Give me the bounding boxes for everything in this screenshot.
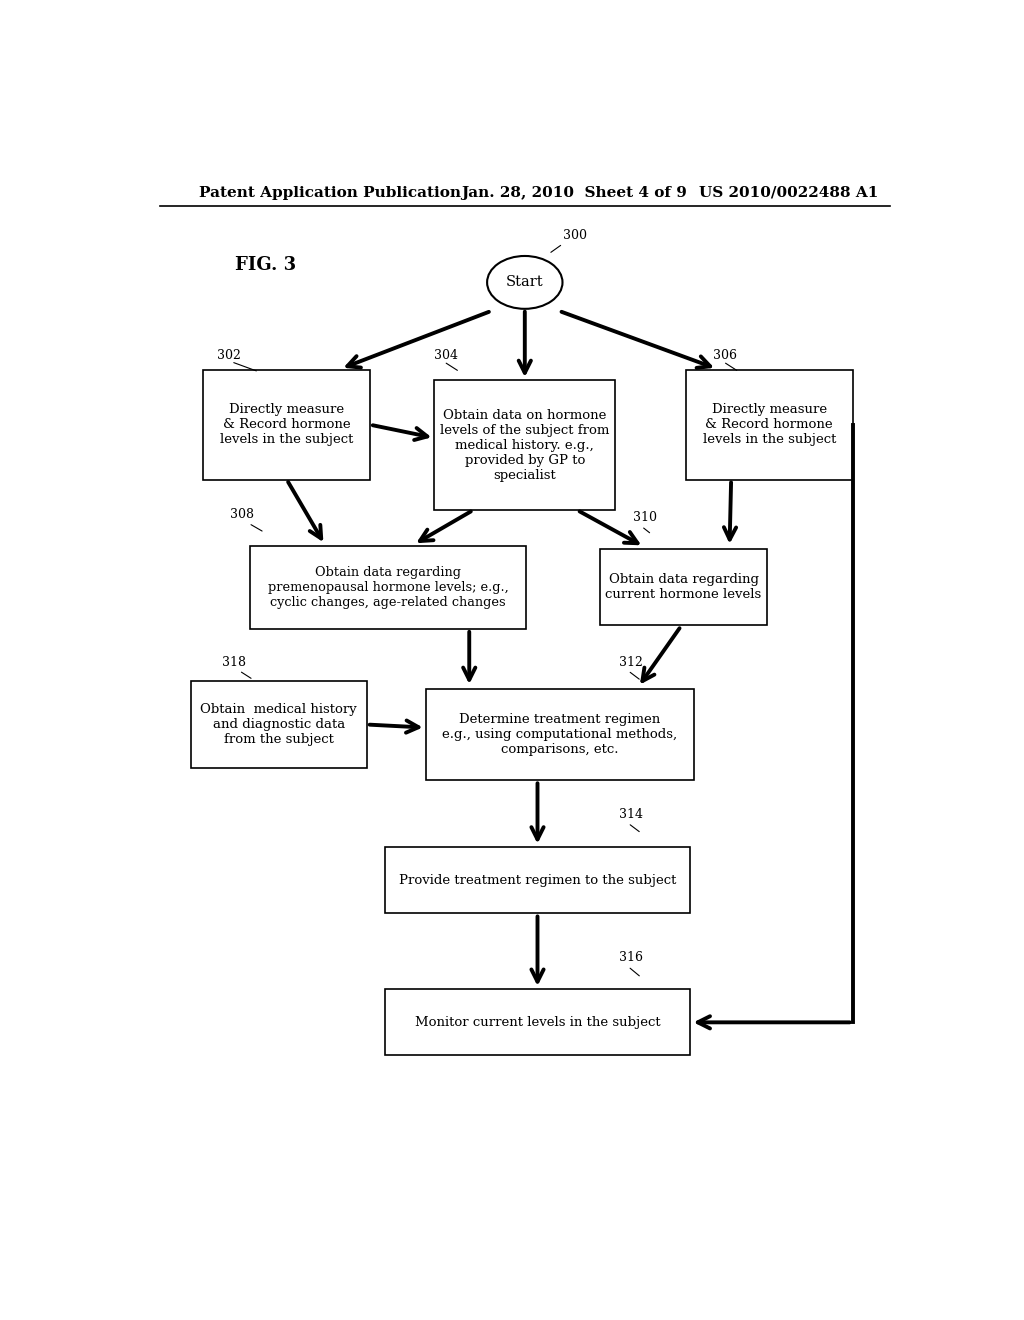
FancyBboxPatch shape xyxy=(686,370,853,479)
Text: Obtain data regarding
premenopausal hormone levels; e.g.,
cyclic changes, age-re: Obtain data regarding premenopausal horm… xyxy=(268,566,509,609)
Text: 318: 318 xyxy=(221,656,246,669)
Text: 304: 304 xyxy=(433,348,458,362)
FancyBboxPatch shape xyxy=(385,847,690,913)
Text: 306: 306 xyxy=(713,348,737,362)
Text: 302: 302 xyxy=(217,348,241,362)
Text: 308: 308 xyxy=(229,508,254,521)
FancyBboxPatch shape xyxy=(204,370,370,479)
Text: 300: 300 xyxy=(563,228,587,242)
Text: Obtain  medical history
and diagnostic data
from the subject: Obtain medical history and diagnostic da… xyxy=(201,704,357,746)
FancyBboxPatch shape xyxy=(385,989,690,1056)
Text: FIG. 3: FIG. 3 xyxy=(236,256,296,275)
FancyBboxPatch shape xyxy=(600,549,767,626)
Text: 316: 316 xyxy=(620,952,643,965)
Text: US 2010/0022488 A1: US 2010/0022488 A1 xyxy=(699,186,879,199)
Text: 312: 312 xyxy=(620,656,643,669)
Text: Provide treatment regimen to the subject: Provide treatment regimen to the subject xyxy=(398,874,676,887)
Text: Start: Start xyxy=(506,276,544,289)
FancyBboxPatch shape xyxy=(434,380,615,510)
Text: Jan. 28, 2010  Sheet 4 of 9: Jan. 28, 2010 Sheet 4 of 9 xyxy=(461,186,687,199)
Text: Obtain data on hormone
levels of the subject from
medical history. e.g.,
provide: Obtain data on hormone levels of the sub… xyxy=(440,408,609,482)
Text: Directly measure
& Record hormone
levels in the subject: Directly measure & Record hormone levels… xyxy=(220,403,353,446)
Text: 314: 314 xyxy=(620,808,643,821)
Text: Patent Application Publication: Patent Application Publication xyxy=(200,186,462,199)
FancyBboxPatch shape xyxy=(250,545,526,630)
Text: Directly measure
& Record hormone
levels in the subject: Directly measure & Record hormone levels… xyxy=(702,403,836,446)
FancyBboxPatch shape xyxy=(190,681,367,768)
Text: Obtain data regarding
current hormone levels: Obtain data regarding current hormone le… xyxy=(605,573,762,602)
Text: Determine treatment regimen
e.g., using computational methods,
comparisons, etc.: Determine treatment regimen e.g., using … xyxy=(442,713,677,756)
Ellipse shape xyxy=(487,256,562,309)
Text: Monitor current levels in the subject: Monitor current levels in the subject xyxy=(415,1016,660,1028)
Text: 310: 310 xyxy=(633,511,656,524)
FancyBboxPatch shape xyxy=(426,689,694,780)
